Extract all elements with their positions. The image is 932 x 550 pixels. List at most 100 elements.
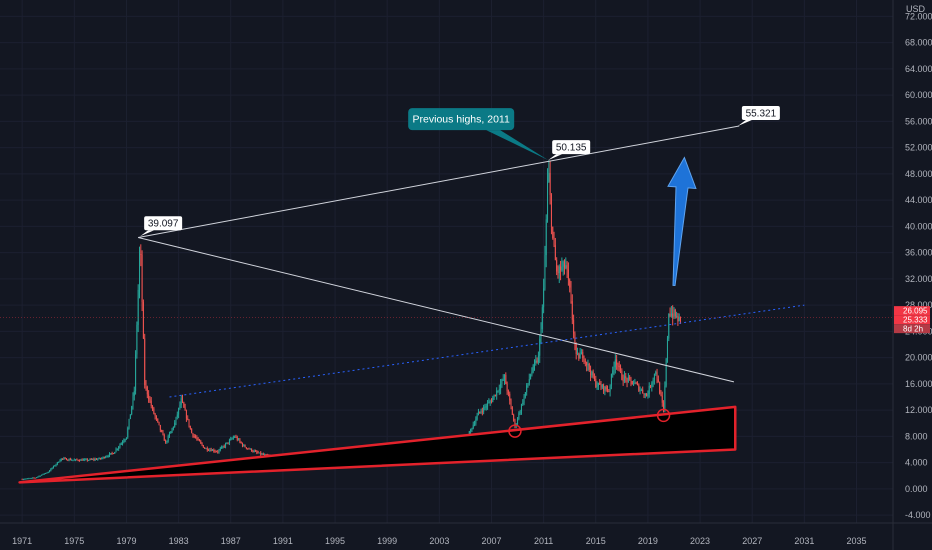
- candle-body: [590, 369, 592, 376]
- candle-body: [514, 420, 516, 426]
- candle-body: [531, 371, 533, 375]
- annotation-pointer: [140, 230, 155, 237]
- candle-body: [165, 440, 167, 443]
- candle-body: [157, 418, 159, 422]
- year-tick-label: 1991: [273, 536, 293, 546]
- candle-body: [129, 414, 131, 420]
- candle-body: [678, 317, 680, 322]
- candle-body: [487, 403, 489, 407]
- up-arrow-icon[interactable]: [667, 156, 697, 287]
- price-tick-label: 16.000: [905, 379, 932, 389]
- candle-body: [509, 393, 511, 401]
- drawing-overlays: 39.097 50.135 55.321 Previous highs, 2011: [0, 105, 893, 484]
- price-annotation-box[interactable]: [741, 105, 780, 120]
- candle-body: [158, 421, 160, 425]
- candle-body: [106, 456, 108, 458]
- candle-body: [122, 442, 124, 444]
- descending-line[interactable]: [138, 237, 735, 383]
- candle-body: [88, 460, 90, 462]
- candle-body: [648, 385, 650, 395]
- price-tick-label: 52.000: [905, 143, 932, 153]
- candle-body: [593, 377, 595, 379]
- candle-body: [490, 401, 492, 403]
- candle-body: [114, 452, 116, 454]
- candle-body: [496, 390, 498, 396]
- candle-body: [507, 391, 509, 394]
- candle-body: [241, 443, 243, 446]
- candle-body: [618, 366, 620, 368]
- price-annotation-box[interactable]: [552, 140, 591, 155]
- candle-body: [77, 459, 79, 461]
- candle-body: [556, 260, 558, 272]
- candle-body: [634, 382, 636, 384]
- candle-body: [187, 418, 189, 420]
- candle-body: [653, 373, 655, 380]
- candle-body: [646, 393, 648, 397]
- candle-body: [518, 413, 520, 420]
- candle-body: [33, 477, 35, 479]
- year-tick-label: 1975: [64, 536, 84, 546]
- candle-body: [544, 255, 546, 289]
- candle-body: [149, 399, 151, 401]
- highs-line[interactable]: [138, 125, 740, 239]
- candle-body: [21, 479, 23, 481]
- candle-body: [29, 478, 31, 480]
- candle-body: [541, 307, 543, 330]
- candle-body: [650, 385, 652, 388]
- candle-body: [517, 419, 519, 424]
- candle-body: [116, 448, 118, 450]
- candle-body: [577, 353, 579, 355]
- candle-body: [174, 422, 176, 428]
- candle-body: [146, 386, 148, 395]
- support-channel-wedge[interactable]: [18, 405, 737, 484]
- price-annotation-box[interactable]: [144, 216, 183, 231]
- time-axis[interactable]: 1971 1975 1979 1983 1987 1991 1995 1999 2003 2007…: [0, 522, 932, 546]
- candle-body: [142, 302, 144, 339]
- candle-body: [540, 329, 542, 339]
- candle-body: [227, 442, 229, 444]
- candle-body: [652, 379, 654, 384]
- candle-body: [474, 423, 476, 425]
- year-tick-label: 2035: [846, 536, 866, 546]
- candle-body: [189, 426, 191, 429]
- candle-body: [93, 459, 95, 461]
- candle-body: [629, 377, 631, 379]
- candle-body: [152, 406, 154, 409]
- candle-body: [223, 446, 225, 448]
- year-tick-label: 2019: [638, 536, 658, 546]
- candle-body: [89, 459, 91, 461]
- candle-body: [638, 384, 640, 391]
- candle-body: [153, 408, 155, 414]
- candle-body: [599, 382, 601, 385]
- candle-body: [592, 371, 594, 378]
- price-annotation-label: 50.135: [556, 143, 587, 154]
- price-tick-label: -4.000: [905, 510, 931, 520]
- price-axis[interactable]: 72.000 68.000 64.000 60.000 56.000 52.000 48.0…: [892, 0, 932, 550]
- candle-body: [578, 353, 580, 359]
- candle-body: [550, 194, 552, 227]
- current-price-label: 25.333: [903, 316, 928, 325]
- candle-body: [137, 289, 139, 325]
- year-tick-label: 1983: [169, 536, 189, 546]
- candle-body: [132, 395, 134, 407]
- candle-body: [620, 366, 622, 371]
- candle-body: [587, 364, 589, 366]
- candle-body: [69, 459, 71, 461]
- candle-body: [133, 390, 135, 396]
- candle-body: [188, 419, 190, 427]
- candle-body: [200, 441, 202, 444]
- candle-body: [206, 448, 208, 451]
- candle-body: [608, 390, 610, 392]
- candle-body: [128, 419, 130, 429]
- dotted-line[interactable]: [169, 304, 805, 398]
- candle-body: [75, 459, 77, 461]
- candle-body: [37, 476, 39, 478]
- callout-box[interactable]: [408, 108, 515, 131]
- candle-body: [144, 338, 146, 385]
- candle-body: [498, 389, 500, 391]
- candle-body: [36, 477, 38, 479]
- candle-body: [670, 313, 672, 316]
- candle-body: [513, 414, 515, 421]
- candle-body: [47, 471, 49, 473]
